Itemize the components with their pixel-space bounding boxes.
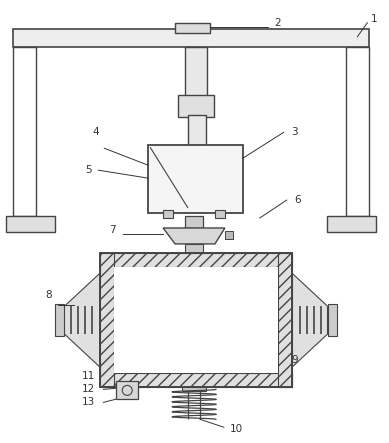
Bar	[185, 47, 207, 98]
Text: 11: 11	[82, 371, 95, 381]
Bar	[13, 47, 35, 216]
Bar	[100, 253, 114, 388]
Bar	[182, 381, 206, 392]
Bar	[163, 210, 173, 218]
Bar	[100, 373, 292, 388]
Polygon shape	[65, 273, 100, 368]
Text: 6: 6	[294, 195, 301, 205]
Bar	[185, 244, 203, 254]
Bar	[100, 253, 292, 388]
Bar	[116, 381, 138, 399]
Text: 2: 2	[274, 18, 281, 28]
Bar	[114, 267, 278, 373]
Bar	[215, 210, 225, 218]
Text: 10: 10	[230, 424, 244, 434]
Bar	[54, 304, 65, 336]
Text: 4: 4	[92, 127, 99, 137]
Bar	[148, 145, 243, 213]
Text: 1: 1	[371, 14, 378, 24]
Bar	[175, 23, 210, 33]
Text: 12: 12	[82, 385, 95, 394]
Text: 13: 13	[82, 397, 95, 408]
Text: 9: 9	[291, 354, 298, 365]
Polygon shape	[163, 228, 225, 244]
Bar	[185, 216, 203, 228]
Bar	[328, 304, 338, 336]
Bar	[225, 231, 233, 239]
Bar	[326, 216, 376, 232]
Text: 3: 3	[291, 127, 298, 137]
Bar	[13, 29, 370, 47]
Bar	[347, 47, 370, 216]
Text: 7: 7	[109, 225, 116, 235]
Bar	[178, 95, 214, 117]
Text: 5: 5	[85, 165, 92, 175]
Bar	[188, 115, 206, 150]
Bar	[6, 216, 56, 232]
Bar	[100, 253, 292, 267]
Polygon shape	[292, 273, 328, 368]
Text: 8: 8	[45, 290, 52, 300]
Bar	[278, 253, 292, 388]
